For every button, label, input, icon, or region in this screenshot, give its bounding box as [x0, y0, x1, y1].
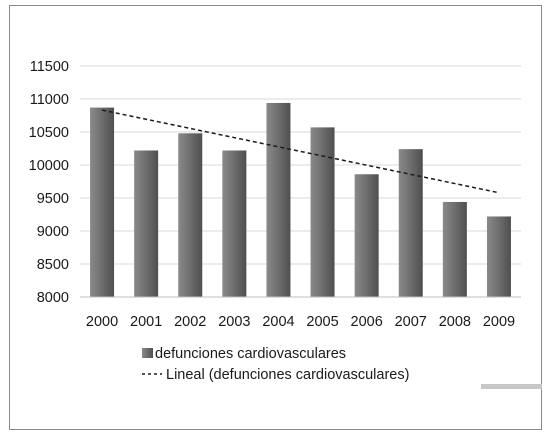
trendline [101, 109, 500, 194]
y-tick-label-10500: 10500 [29, 125, 69, 141]
bar-2003 [222, 150, 247, 297]
x-tick-label-2002: 2002 [174, 314, 206, 330]
y-tick-label-10000: 10000 [29, 158, 69, 174]
bar-2005 [310, 127, 335, 297]
x-tick-label-2004: 2004 [262, 314, 294, 330]
bar-2002 [178, 133, 203, 297]
decorative-bar [481, 384, 542, 389]
x-tick-label-2009: 2009 [483, 314, 515, 330]
bar-2000 [90, 107, 115, 297]
x-tick-label-2001: 2001 [130, 314, 162, 330]
bar-2006 [354, 174, 379, 297]
x-tick-label-2005: 2005 [306, 314, 338, 330]
bar-2007 [398, 149, 423, 297]
y-tick-label-8000: 8000 [37, 290, 69, 306]
x-tick-label-2008: 2008 [439, 314, 471, 330]
bar-2004 [266, 102, 291, 298]
y-tick-label-11500: 11500 [30, 59, 69, 75]
legend-label-trendline: Lineal (defunciones cardiovasculares) [166, 367, 409, 383]
y-tick-label-9500: 9500 [37, 191, 69, 207]
x-tick-label-2000: 2000 [86, 314, 118, 330]
bar-2008 [442, 201, 467, 297]
bar-2009 [486, 216, 511, 297]
y-tick-label-8500: 8500 [37, 257, 69, 273]
y-axis-ticks: 8000 8500 9000 9500 10000 10500 11000 11500 [29, 59, 69, 306]
bar-2001 [134, 150, 159, 297]
bar-series [90, 102, 511, 298]
x-tick-label-2006: 2006 [351, 314, 383, 330]
legend-swatch-bars [142, 348, 153, 358]
y-tick-label-11000: 11000 [30, 92, 69, 108]
legend: defunciones cardiovasculares Lineal (def… [142, 346, 409, 383]
x-tick-label-2003: 2003 [218, 314, 250, 330]
legend-label-bars: defunciones cardiovasculares [155, 346, 346, 362]
x-tick-label-2007: 2007 [395, 314, 427, 330]
y-tick-label-9000: 9000 [37, 224, 69, 240]
x-axis-ticks: 2000 2001 2002 2003 2004 2005 2006 2007 2008 2009 [86, 314, 515, 330]
